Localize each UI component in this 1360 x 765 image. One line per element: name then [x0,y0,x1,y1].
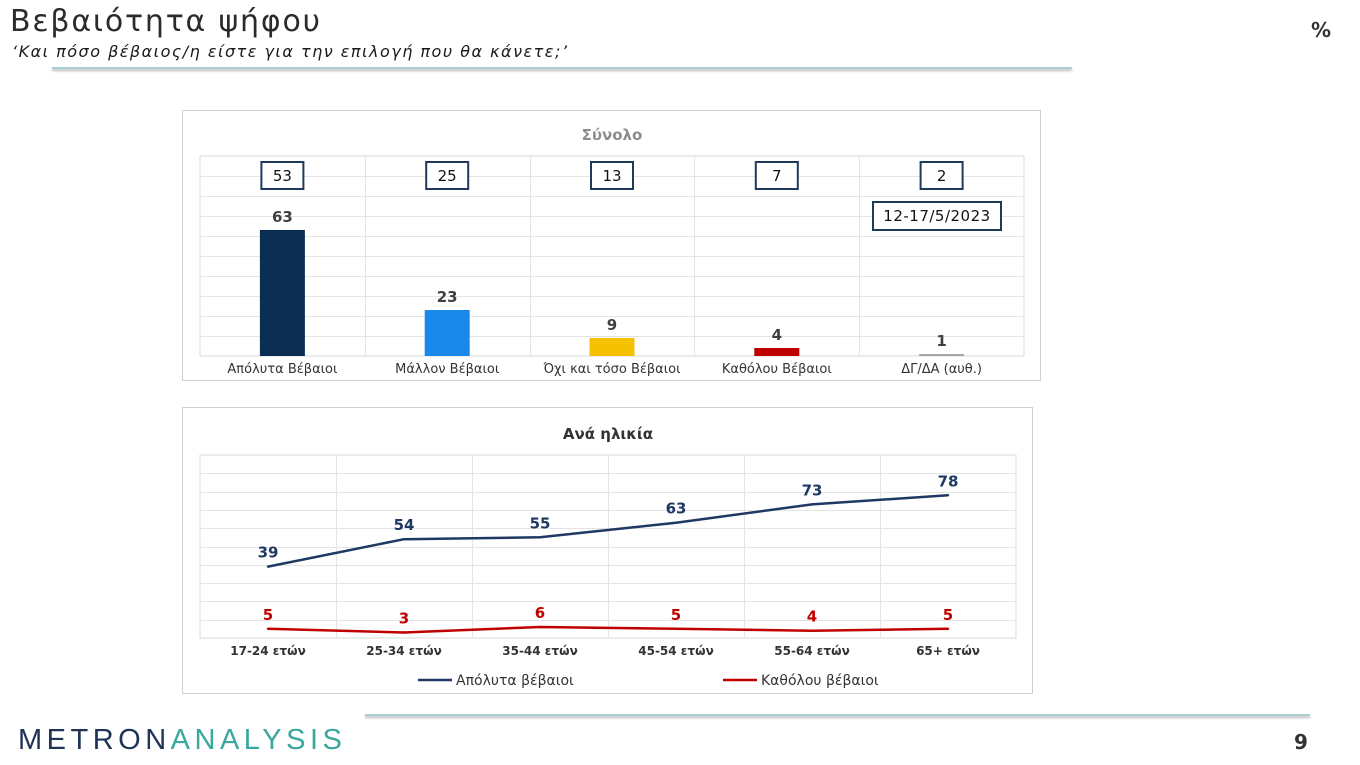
bar-value-label: 9 [607,316,617,334]
category-label: Απόλυτα Βέβαιοι [227,362,337,377]
comparison-box-frame [590,161,634,190]
category-label: Όχι και τόσο Βέβαιοι [542,362,680,377]
date-box: 12-17/5/2023 [872,201,1002,231]
slide-subtitle: ‘Και πόσο βέβαιος/η είστε για την επιλογ… [12,42,569,61]
series-1-value-label: 55 [530,514,551,532]
comparison-box: 13 [590,161,634,190]
plot-area: 17-24 ετών 25-34 ετών 35-44 ετών 45-54 ετών… [199,454,1017,658]
bar-value-label: 1 [936,332,946,350]
page-number: 9 [1294,730,1308,754]
bar-value-label: 23 [437,288,458,306]
date-box-frame [872,201,1002,231]
series-1-value-label: 54 [394,516,415,534]
category-label: Καθόλου Βέβαιοι [722,362,832,377]
series-1-value-label: 73 [802,481,823,499]
category-label: 17-24 ετών [230,644,306,658]
series-1-value-label: 63 [666,500,687,518]
series-2-point [810,629,814,632]
category-label: 35-44 ετών [502,644,578,658]
series-1-value-label: 39 [258,544,279,562]
series-1-point [946,494,950,497]
slide-title: Βεβαιότητα ψήφου [10,4,322,39]
bar-4 [754,348,800,356]
comparison-value: 25 [438,167,457,185]
legend-label: Απόλυτα βέβαιοι [456,673,574,689]
series-2-point [674,627,678,631]
series-2-point [946,627,950,631]
footer-rule [365,714,1310,716]
series-1-point [810,503,814,506]
comparison-box-frame [754,161,799,190]
title-underline [52,67,1072,69]
comparison-box-frame [425,161,470,190]
plot-area: 63 Απόλυτα Βέβαιοι 53 23 Μάλλον Βέβαιοι 25 9 Όχ… [199,155,1025,377]
series-2-value-label: 5 [263,606,273,624]
bar-1 [259,230,305,356]
legend: Απόλυτα βέβαιοι Καθόλου βέβαιοι [418,673,879,689]
comparison-box: 7 [754,161,799,190]
series-1-point [266,565,270,568]
series-2-value-label: 5 [943,606,953,624]
series-1-point [538,536,542,539]
comparison-box: 25 [425,161,470,190]
metron-analysis-logo: METRONANALYSIS [18,723,346,757]
category-label: 25-34 ετών [366,644,442,658]
bar-2 [424,310,470,356]
logo-part-analysis: ANALYSIS [170,724,347,756]
total-bar-chart: Σύνολο 63 Απόλυτα Βέβαιοι 53 23 Μάλλον Βέβαι… [182,110,1041,381]
series-2-point [402,631,406,634]
category-label: 65+ ετών [916,644,980,658]
percent-unit-marker: % [1311,18,1332,42]
chart-frame [182,407,1033,694]
comparison-value: 53 [273,167,292,185]
series-1-point [402,537,406,541]
series-2-value-label: 5 [671,606,681,624]
series-1-value-label: 78 [938,472,959,490]
bar-value-label: 63 [272,208,293,226]
category-label: 55-64 ετών [774,644,850,658]
comparison-box: 53 [260,161,305,190]
bar-3 [589,338,635,356]
comparison-box-frame [919,161,964,190]
series-2-value-label: 3 [399,610,409,628]
legend-label: Καθόλου βέβαιοι [761,673,879,689]
series-line-2 [267,625,949,634]
series-2-point [538,625,542,629]
comparison-value: 7 [772,167,782,185]
logo-part-metron: METRON [18,724,171,756]
series-2-point [266,627,270,631]
series-2-value-label: 4 [807,608,817,626]
legend-item-2: Καθόλου βέβαιοι [723,673,879,689]
comparison-value: 2 [937,167,947,185]
date-label: 12-17/5/2023 [883,207,990,225]
comparison-box-frame [260,161,305,190]
chart-title: Σύνολο [582,126,643,144]
bar-5 [919,354,965,356]
comparison-value: 13 [602,167,621,185]
category-label: ΔΓ/ΔΑ (αυθ.) [901,362,982,377]
series-line-1 [267,494,949,568]
chart-title: Ανά ηλικία [563,425,653,443]
age-line-chart: Ανά ηλικία 17-24 ετών 25-34 ετών 35-44 ετώ… [182,407,1033,694]
series-1-point [674,521,678,524]
category-label: Μάλλον Βέβαιοι [395,362,499,377]
category-label: 45-54 ετών [638,644,714,658]
bar-value-label: 4 [772,326,782,344]
series-2-value-label: 6 [535,604,545,622]
comparison-box: 2 [919,161,964,190]
legend-item-1: Απόλυτα βέβαιοι [418,673,574,689]
